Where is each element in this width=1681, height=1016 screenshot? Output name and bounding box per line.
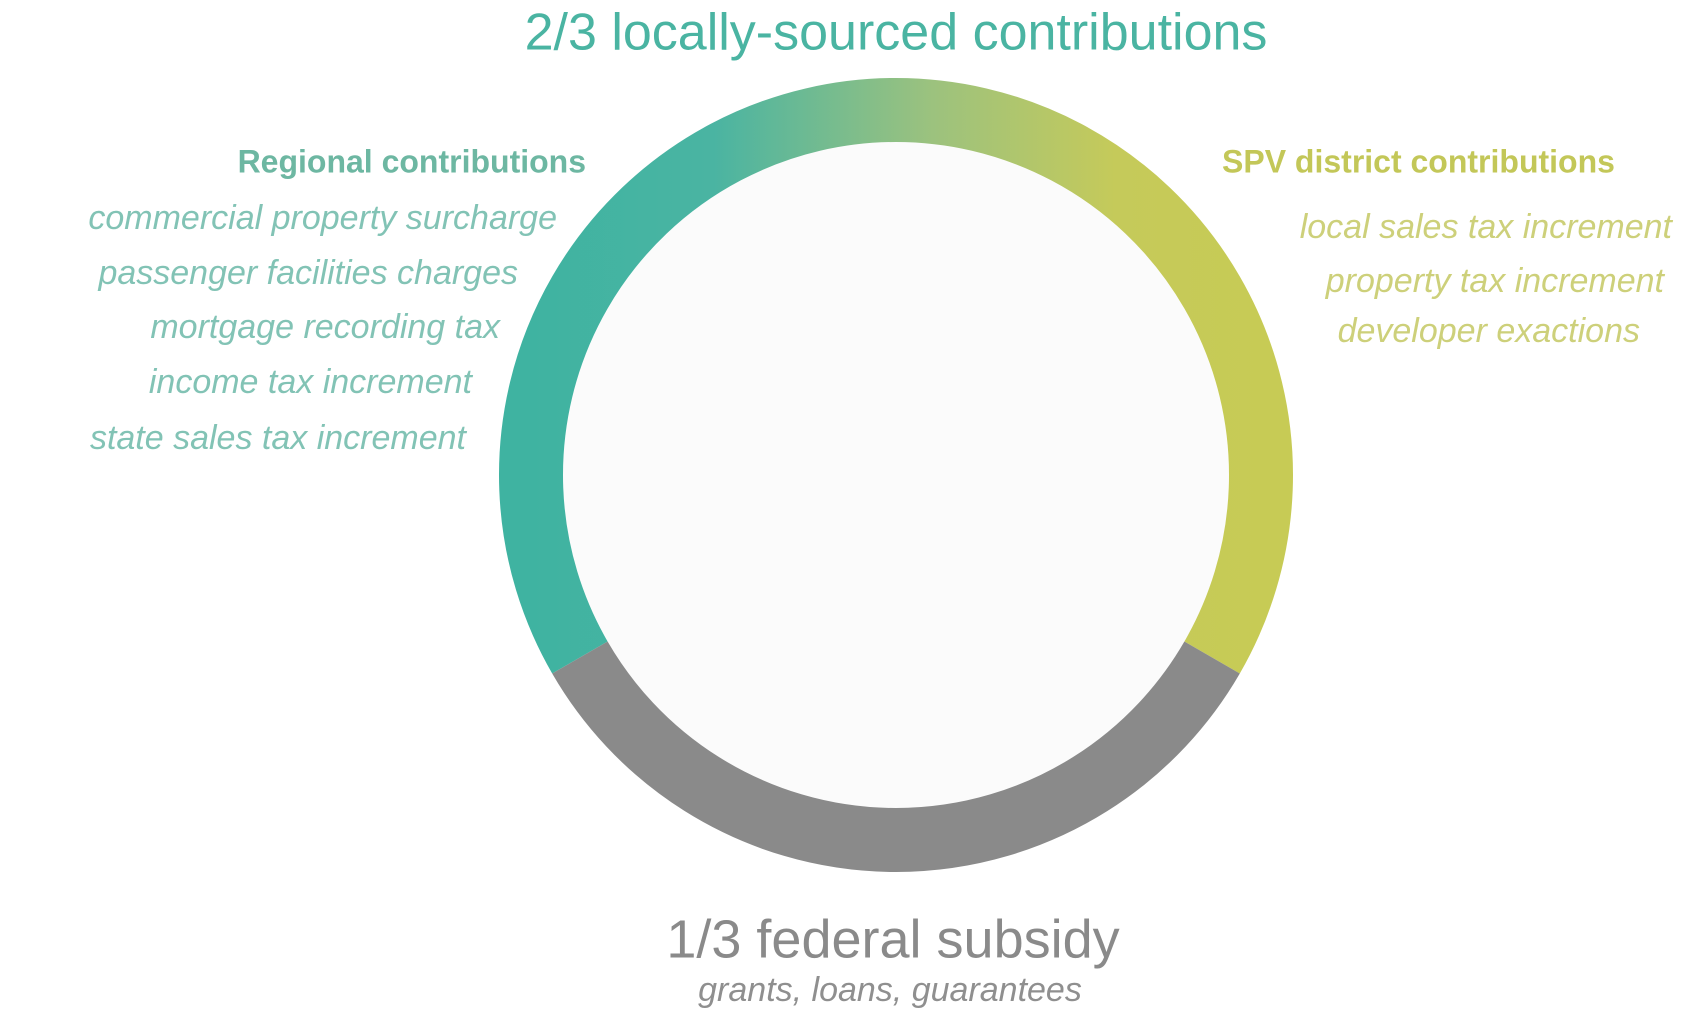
regional-item: commercial property surcharge: [88, 199, 557, 237]
regional-item: income tax increment: [149, 363, 474, 401]
ring-center: [563, 142, 1229, 808]
title: 2/3 locally-sourced contributions: [525, 4, 1268, 62]
federal-arc: [552, 641, 1240, 872]
regional-item: state sales tax increment: [90, 419, 468, 457]
local-arc: [499, 78, 1293, 674]
spv-item: developer exactions: [1338, 312, 1640, 350]
regional-heading: Regional contributions: [238, 143, 586, 179]
spv-heading: SPV district contributions: [1222, 143, 1615, 179]
regional-item: mortgage recording tax: [150, 308, 501, 346]
federal-subtitle: grants, loans, guarantees: [698, 971, 1082, 1009]
regional-item: passenger facilities charges: [97, 254, 518, 292]
spv-item: property tax increment: [1325, 262, 1666, 300]
federal-title: 1/3 federal subsidy: [666, 909, 1119, 969]
spv-item: local sales tax increment: [1300, 208, 1674, 246]
